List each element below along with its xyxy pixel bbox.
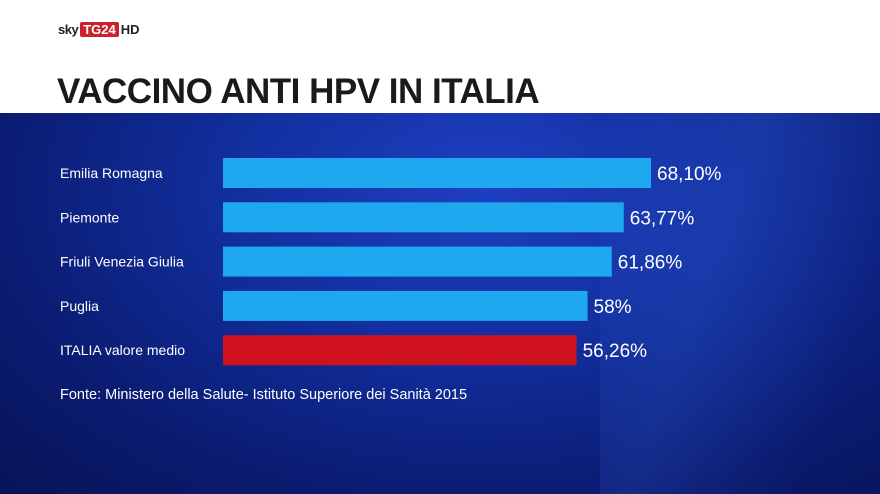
category-label: Piemonte (60, 209, 119, 225)
value-label: 61,86% (618, 253, 683, 274)
logo-hd: HD (120, 22, 140, 37)
logo-sky: sky (58, 22, 79, 37)
category-label: ITALIA valore medio (60, 342, 185, 358)
chart-title: VACCINO ANTI HPV IN ITALIA (57, 72, 540, 111)
value-label: 63,77% (630, 208, 695, 229)
logo-tg24: TG24 (80, 22, 119, 37)
value-label: 68,10% (657, 164, 722, 185)
category-label: Friuli Venezia Giulia (60, 254, 184, 270)
value-label: 56,26% (583, 341, 648, 362)
bar (223, 246, 612, 277)
bar (223, 202, 624, 233)
source-note: Fonte: Ministero della Salute- Istituto … (60, 387, 467, 403)
bar (223, 335, 577, 366)
header: sky TG24 HD VACCINO ANTI HPV IN ITALIA (0, 0, 880, 113)
sky-tg24-logo: sky TG24 HD (58, 22, 140, 37)
bar (223, 158, 652, 188)
category-label: Emilia Romagna (60, 165, 163, 181)
category-label: Puglia (60, 298, 99, 314)
bar (223, 290, 588, 321)
value-label: 58% (594, 297, 632, 318)
